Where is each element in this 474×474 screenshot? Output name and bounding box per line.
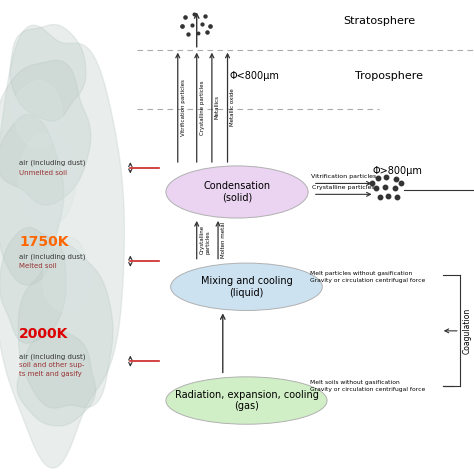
Polygon shape <box>19 135 76 229</box>
Polygon shape <box>17 331 96 426</box>
Text: Stratosphere: Stratosphere <box>343 16 415 27</box>
Ellipse shape <box>166 166 308 218</box>
Polygon shape <box>0 60 91 205</box>
Ellipse shape <box>171 263 322 310</box>
Polygon shape <box>14 80 62 147</box>
Text: Condensation
(solid): Condensation (solid) <box>203 181 271 203</box>
Polygon shape <box>0 25 124 468</box>
Text: Coagulation: Coagulation <box>462 308 471 354</box>
Text: Molten metal: Molten metal <box>221 222 226 258</box>
Polygon shape <box>10 25 86 121</box>
Text: Radiation, expansion, cooling
(gas): Radiation, expansion, cooling (gas) <box>174 390 319 411</box>
Text: Metallic oxide: Metallic oxide <box>230 89 236 126</box>
Text: soil and other sup-: soil and other sup- <box>19 362 84 368</box>
Text: Gravity or circulation centrifugal force: Gravity or circulation centrifugal force <box>310 278 426 283</box>
Text: 1750K: 1750K <box>19 235 68 249</box>
Text: Troposphere: Troposphere <box>355 71 423 81</box>
Text: Melted soil: Melted soil <box>19 264 57 269</box>
Text: Crystalline particles: Crystalline particles <box>312 184 375 190</box>
Text: air (including dust): air (including dust) <box>19 353 85 360</box>
Text: air (including dust): air (including dust) <box>19 253 85 260</box>
Polygon shape <box>18 245 113 408</box>
Text: Vitrification particles: Vitrification particles <box>181 79 186 136</box>
Text: Metallics: Metallics <box>215 95 220 119</box>
Text: Unmelted soil: Unmelted soil <box>19 170 67 176</box>
Polygon shape <box>43 237 91 312</box>
Polygon shape <box>0 228 66 343</box>
Text: Φ<800μm: Φ<800μm <box>230 71 280 81</box>
Text: Melt soils without gasification: Melt soils without gasification <box>310 380 400 385</box>
Text: Crystalline particles: Crystalline particles <box>200 80 205 135</box>
Text: Φ>800μm: Φ>800μm <box>372 165 422 176</box>
Ellipse shape <box>166 377 327 424</box>
Text: 2000K: 2000K <box>19 327 68 341</box>
Text: air (including dust): air (including dust) <box>19 160 85 166</box>
Text: Vitrification particles: Vitrification particles <box>311 173 376 179</box>
Text: ts melt and gasify: ts melt and gasify <box>19 371 82 376</box>
Text: Gravity or circulation centrifugal force: Gravity or circulation centrifugal force <box>310 387 426 392</box>
Text: Melt particles without gasification: Melt particles without gasification <box>310 271 413 276</box>
Polygon shape <box>0 114 64 285</box>
Text: Crystalline
particles: Crystalline particles <box>200 225 210 255</box>
Text: Mixing and cooling
(liquid): Mixing and cooling (liquid) <box>201 276 292 298</box>
